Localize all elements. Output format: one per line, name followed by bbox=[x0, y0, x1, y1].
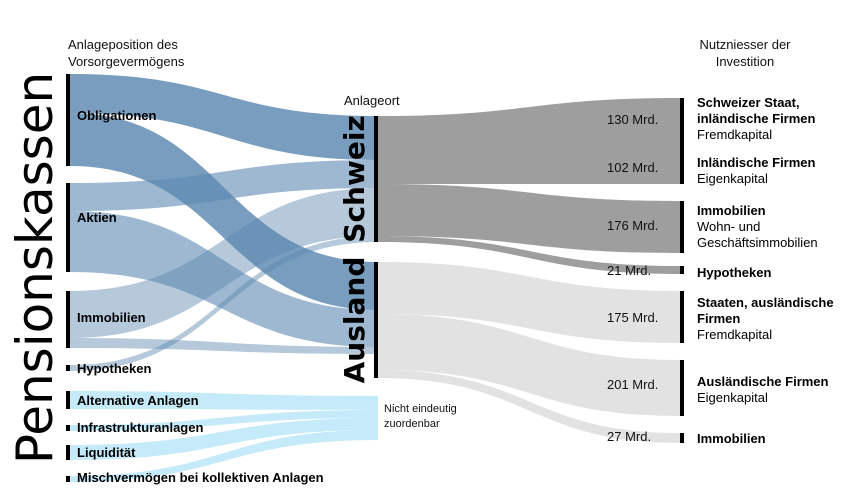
location-to-target-flows bbox=[378, 98, 680, 443]
target-label-t2: Inländische Firmen Eigenkapital bbox=[697, 155, 816, 186]
source-bar-infrastruktur bbox=[66, 425, 70, 431]
source-bar-obligationen bbox=[66, 74, 70, 166]
source-bar-aktien bbox=[66, 183, 70, 272]
flow-alternative-to-nicht bbox=[70, 391, 378, 410]
flow-ausland-to-t6 bbox=[378, 314, 680, 416]
source-to-location-flows bbox=[70, 74, 378, 482]
target-bar-t7 bbox=[680, 433, 684, 443]
flow-immobilien-to-schweiz bbox=[70, 188, 378, 338]
source-bar-hypotheken bbox=[66, 365, 70, 371]
flow-infrastruktur-to-nicht bbox=[70, 410, 378, 431]
source-label-obligationen: Obligationen bbox=[77, 108, 157, 123]
flow-schweiz-to-t3 bbox=[378, 184, 680, 253]
target-label-t3: Immobilien Wohn- und Geschäftsimmobilien bbox=[697, 203, 818, 250]
source-bar-immobilien bbox=[66, 291, 70, 348]
target-bar-t3 bbox=[680, 201, 684, 253]
source-column-header: Anlageposition des Vorsorgevermögens bbox=[68, 37, 185, 69]
location-bar-ausland bbox=[374, 262, 378, 378]
target-value-t6: 201 Mrd. bbox=[607, 377, 658, 392]
location-label-ausland: Ausland bbox=[338, 257, 371, 384]
source-label-infrastruktur: Infrastrukturanlagen bbox=[77, 420, 203, 435]
target-value-t7: 27 Mrd. bbox=[607, 429, 651, 444]
target-value-t5: 175 Mrd. bbox=[607, 310, 658, 325]
flow-liquiditaet-to-nicht bbox=[70, 418, 378, 460]
flow-schweiz-to-t2 bbox=[378, 154, 680, 184]
flow-ausland-to-t7 bbox=[378, 370, 680, 443]
source-bar-alternative bbox=[66, 391, 70, 409]
location-bar-schweiz bbox=[374, 116, 378, 242]
node-bars bbox=[66, 74, 684, 482]
target-label-t4: Hypotheken bbox=[697, 265, 771, 280]
target-value-t4: 21 Mrd. bbox=[607, 263, 651, 278]
target-bar-t4 bbox=[680, 266, 684, 274]
flow-aktien-to-schweiz bbox=[70, 160, 378, 211]
source-label-hypotheken: Hypotheken bbox=[77, 361, 151, 376]
target-bar-t6 bbox=[680, 360, 684, 416]
location-column-header: Anlageort bbox=[344, 93, 400, 108]
target-label-t7: Immobilien bbox=[697, 431, 766, 446]
flow-misch-to-nicht bbox=[70, 430, 378, 482]
target-bar-t2 bbox=[680, 153, 684, 184]
source-bar-misch bbox=[66, 476, 70, 482]
target-bar-t1 bbox=[680, 98, 684, 154]
target-column-header: Nutzniesser der Investition bbox=[699, 37, 791, 69]
source-label-aktien: Aktien bbox=[77, 210, 117, 225]
source-label-immobilien: Immobilien bbox=[77, 310, 146, 325]
target-bar-t5 bbox=[680, 291, 684, 343]
node-labels: Obligationen Aktien Immobilien Hypotheken Al… bbox=[77, 95, 834, 485]
flow-immobilien-to-ausland bbox=[70, 338, 378, 354]
flow-hypotheken-to-schweiz bbox=[70, 236, 378, 371]
target-label-t1: Schweizer Staat, inländische Firmen Fremdk… bbox=[697, 95, 816, 142]
flow-schweiz-to-t1 bbox=[378, 98, 680, 154]
target-label-t5: Staaten, ausländische Firmen Fremdkapital bbox=[697, 295, 834, 342]
source-label-alternative: Alternative Anlagen bbox=[77, 393, 199, 408]
diagram-title: Pensionskassen bbox=[6, 72, 64, 464]
target-value-t3: 176 Mrd. bbox=[607, 218, 658, 233]
flow-obligationen-to-ausland bbox=[70, 113, 378, 310]
location-label-schweiz: Schweiz bbox=[338, 115, 371, 242]
flow-aktien-to-ausland bbox=[70, 211, 378, 347]
target-label-t6: Ausländische Firmen Eigenkapital bbox=[697, 374, 829, 405]
flow-obligationen-to-schweiz bbox=[70, 74, 378, 160]
location-label-nicht: Nicht eindeutig zuordenbar bbox=[384, 403, 457, 430]
target-value-t2: 102 Mrd. bbox=[607, 160, 658, 175]
source-label-misch: Mischvermögen bei kollektiven Anlagen bbox=[77, 470, 324, 485]
target-value-t1: 130 Mrd. bbox=[607, 112, 658, 127]
flow-schweiz-to-t4 bbox=[378, 236, 680, 274]
source-label-liquiditaet: Liquidität bbox=[77, 445, 136, 460]
source-bar-liquiditaet bbox=[66, 445, 70, 460]
flow-ausland-to-t5 bbox=[378, 262, 680, 343]
